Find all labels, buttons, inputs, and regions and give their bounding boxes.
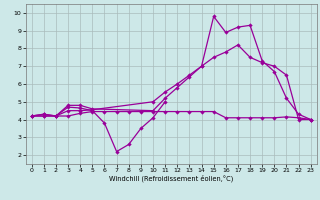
X-axis label: Windchill (Refroidissement éolien,°C): Windchill (Refroidissement éolien,°C) (109, 175, 233, 182)
